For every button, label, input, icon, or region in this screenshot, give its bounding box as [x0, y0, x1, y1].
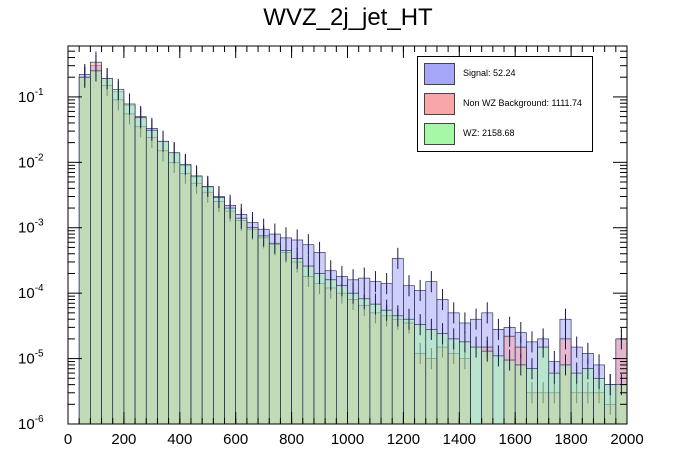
bar-wz-25 [347, 292, 359, 425]
legend-entry-signal: Signal: 52.24 [424, 63, 590, 87]
y-tick-label-0: 10-6 [18, 414, 44, 433]
y-tick-label-1: 10-5 [18, 349, 44, 368]
bar-wz-4 [112, 89, 125, 425]
legend-swatch-wz [424, 123, 455, 145]
bar-wz-16 [246, 227, 259, 425]
bar-wz-24 [336, 285, 348, 425]
bar-wz-20 [291, 258, 304, 425]
bar-wz-8 [157, 140, 169, 425]
x-tick-label-10: 2000 [610, 431, 643, 448]
x-tick-label-6: 1200 [387, 431, 420, 448]
bar-wz-34 [447, 338, 460, 425]
bar-wz-18 [268, 242, 281, 425]
y-tick-label-3: 10-3 [18, 218, 44, 237]
bar-wz-17 [257, 235, 270, 425]
x-tick-label-5: 1000 [331, 431, 364, 448]
series-layer [78, 51, 628, 425]
bar-wz-30 [403, 318, 415, 425]
bar-wz-33 [436, 333, 449, 425]
x-tick-label-2: 400 [167, 431, 192, 448]
bar-wz-36 [470, 346, 482, 425]
bar-wz-31 [414, 324, 427, 425]
bar-wz-5 [123, 103, 136, 425]
bar-wz-14 [224, 207, 237, 425]
legend-label-non-wz-background: Non WZ Background: 1111.74 [463, 98, 583, 108]
bar-wz-35 [458, 341, 471, 425]
legend-label-wz: WZ: 2158.68 [463, 128, 515, 138]
y-tick-label-4: 10-2 [18, 152, 44, 171]
legend-swatch-non-wz-background [424, 93, 455, 115]
x-tick-label-7: 1400 [443, 431, 476, 448]
bar-wz-28 [380, 309, 393, 425]
series-wz [78, 60, 628, 425]
bar-wz-3 [101, 78, 114, 425]
bar-wz-29 [391, 315, 404, 425]
legend-entry-non-wz-background: Non WZ Background: 1111.74 [424, 93, 590, 117]
bar-wz-42 [537, 346, 550, 425]
bar-wz-9 [168, 152, 181, 425]
y-tick-label-5: 10-1 [18, 87, 44, 106]
x-tick-label-0: 0 [64, 431, 72, 448]
bar-wz-37 [481, 350, 494, 425]
bar-wz-12 [201, 186, 214, 425]
x-tick-label-1: 200 [111, 431, 136, 448]
x-tick-label-4: 800 [279, 431, 304, 448]
y-tick-label-2: 10-4 [18, 283, 44, 302]
legend-label-signal: Signal: 52.24 [463, 68, 516, 78]
chart-title: WVZ_2j_jet_HT [263, 4, 433, 31]
bar-wz-26 [358, 298, 371, 425]
bar-wz-1 [78, 76, 91, 425]
bar-wz-22 [313, 273, 326, 425]
bar-wz-32 [425, 329, 438, 425]
bar-wz-2 [90, 70, 102, 425]
bar-wz-15 [235, 217, 248, 425]
axes-layer: 0 200 400 600 800 1000 1200 1400 1600 1800 2000 10-… [18, 45, 644, 448]
x-tick-label-9: 1800 [554, 431, 587, 448]
x-tick-label-8: 1600 [499, 431, 532, 448]
bar-wz-10 [179, 164, 192, 425]
bar-wz-21 [302, 265, 315, 425]
bar-wz-23 [324, 279, 337, 425]
legend-swatch-signal [424, 63, 455, 85]
legend: Signal: 52.24 Non WZ Background: 1111.74… [417, 56, 593, 152]
bar-wz-7 [145, 129, 158, 425]
bar-wz-19 [280, 250, 292, 425]
bar-wz-6 [134, 117, 147, 425]
bar-wz-27 [369, 303, 382, 425]
bar-wz-11 [190, 175, 203, 425]
bar-wz-13 [213, 197, 225, 425]
legend-entry-wz: WZ: 2158.68 [424, 123, 590, 147]
x-tick-label-3: 600 [223, 431, 248, 448]
